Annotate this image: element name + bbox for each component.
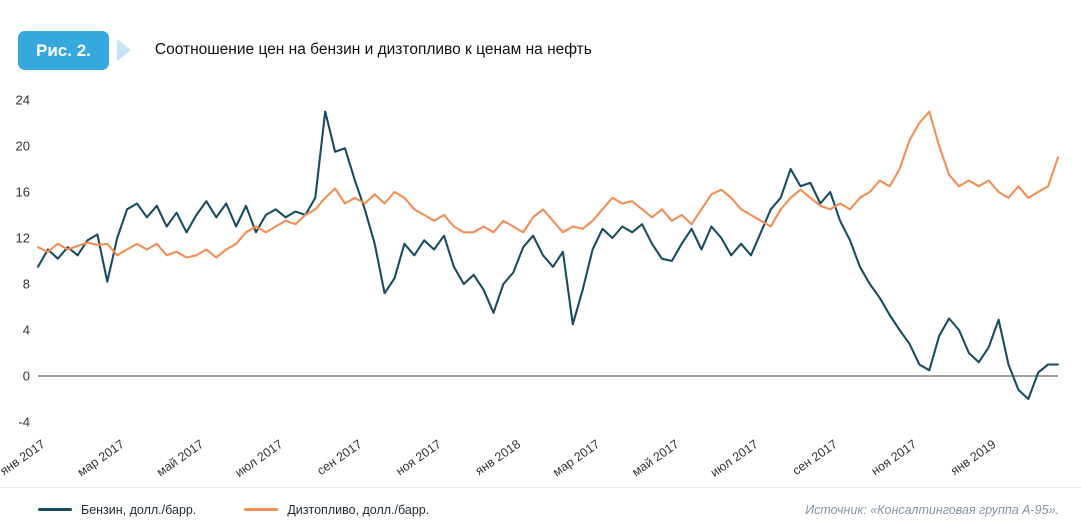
chart-legend: Бензин, долл./барр. Дизтопливо, долл./ба… [38,503,429,517]
legend-item-diesel: Дизтопливо, долл./барр. [244,503,429,517]
y-tick-label: 12 [16,231,30,246]
y-tick-label: -4 [18,415,30,430]
legend-label-benzin: Бензин, долл./барр. [81,502,197,517]
chart-area: -4 0 4 8 12 16 20 24 янв 2017 мар 2017 май 2017 июл… [0,90,1081,487]
figure-number-badge: Рис. 2. [18,30,109,70]
x-tick-label: янв 2017 [0,437,48,478]
benzin-line-swatch [38,508,72,511]
line-chart: -4 0 4 8 12 16 20 24 янв 2017 мар 2017 май 2017 июл… [0,93,1060,480]
series-line-0 [36,110,1060,401]
x-tick-label: мар 2017 [75,437,127,479]
x-tick-label: май 2017 [629,437,681,479]
figure-title: Соотношение цен на бензин и дизтопливо к… [154,41,592,58]
x-tick-label: июл 2017 [233,437,286,480]
figure-footer: Бензин, долл./барр. Дизтопливо, долл./ба… [0,487,1081,531]
x-tick-label: май 2017 [154,437,206,479]
legend-label-diesel: Дизтопливо, долл./барр. [287,502,430,517]
x-tick-label: янв 2019 [948,437,998,478]
badge-arrow-icon [116,39,131,61]
x-tick-label: сен 2017 [790,437,840,478]
source-note: Источник: «Консалтинговая группа А-95». [805,502,1059,517]
y-tick-label: 8 [23,277,30,292]
y-tick-label: 24 [16,93,30,108]
y-tick-label: 4 [23,323,30,338]
y-tick-label: 20 [16,139,30,154]
diesel-line-swatch [244,508,279,511]
x-tick-label: ноя 2017 [869,437,920,478]
y-tick-label: 16 [16,185,30,200]
series-line-1 [36,110,1060,259]
x-tick-label: сен 2017 [314,437,364,478]
x-tick-label: июл 2017 [708,437,761,480]
x-tick-label: янв 2018 [473,437,523,478]
y-tick-label: 0 [23,369,30,384]
legend-item-benzin: Бензин, долл./барр. [38,503,196,517]
figure-header: Рис. 2. Соотношение цен на бензин и дизт… [0,0,1081,90]
x-tick-label: ноя 2017 [393,437,444,478]
x-tick-label: мар 2017 [550,437,602,479]
